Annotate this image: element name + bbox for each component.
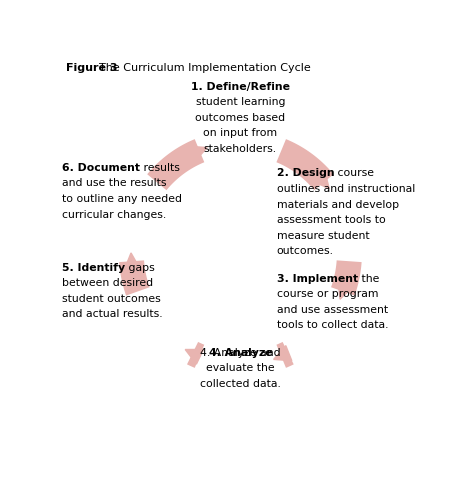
Text: Figure 3: Figure 3	[66, 63, 117, 73]
Text: measure student: measure student	[277, 230, 369, 240]
Polygon shape	[312, 170, 329, 189]
Text: results: results	[140, 163, 180, 173]
Text: collected data.: collected data.	[200, 379, 281, 389]
Text: 3. Implement: 3. Implement	[277, 274, 358, 284]
Text: 2. Design: 2. Design	[277, 168, 334, 179]
Text: 1. Define/Refine: 1. Define/Refine	[191, 82, 290, 92]
Text: to outline any needed: to outline any needed	[62, 194, 182, 204]
Text: and actual results.: and actual results.	[62, 309, 163, 319]
Text: outcomes based: outcomes based	[195, 113, 286, 123]
Text: The Curriculum Implementation Cycle: The Curriculum Implementation Cycle	[92, 63, 311, 73]
Text: evaluate the: evaluate the	[206, 363, 275, 373]
Text: 4. Analyze: 4. Analyze	[209, 348, 272, 358]
Text: student outcomes: student outcomes	[62, 294, 161, 304]
Text: assessment tools to: assessment tools to	[277, 215, 386, 225]
Text: materials and develop: materials and develop	[277, 200, 399, 210]
Polygon shape	[185, 349, 204, 364]
Polygon shape	[124, 253, 140, 270]
Text: course: course	[334, 168, 374, 179]
Text: stakeholders.: stakeholders.	[204, 144, 277, 154]
Text: student learning: student learning	[196, 97, 285, 107]
Text: the: the	[358, 274, 379, 284]
Text: outlines and instructional: outlines and instructional	[277, 184, 415, 194]
Text: and use assessment: and use assessment	[277, 305, 388, 315]
Text: on input from: on input from	[203, 128, 278, 138]
Text: and use the results: and use the results	[62, 179, 167, 189]
Text: 4. Analyze and: 4. Analyze and	[200, 348, 280, 358]
Text: 5. Identify: 5. Identify	[62, 263, 125, 273]
Text: gaps: gaps	[125, 263, 155, 273]
Polygon shape	[273, 346, 292, 360]
Polygon shape	[338, 281, 353, 299]
Text: curricular changes.: curricular changes.	[62, 209, 166, 219]
Text: tools to collect data.: tools to collect data.	[277, 320, 388, 330]
Text: between desired: between desired	[62, 278, 153, 288]
Text: outcomes.: outcomes.	[277, 246, 334, 256]
Polygon shape	[189, 146, 207, 161]
Text: 4. Analyze and: 4. Analyze and	[200, 348, 280, 358]
Text: course or program: course or program	[277, 289, 378, 300]
Text: 6. Document: 6. Document	[62, 163, 140, 173]
